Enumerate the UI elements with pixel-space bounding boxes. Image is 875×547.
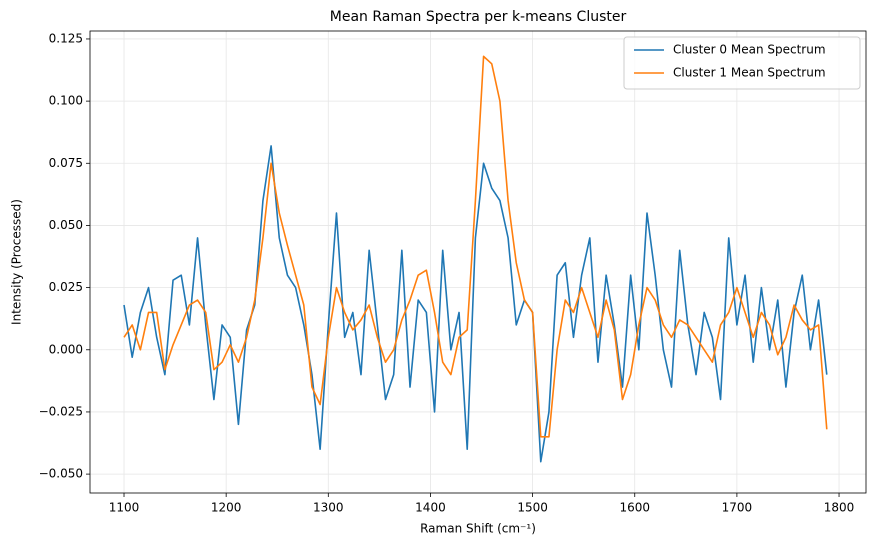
x-tick-label: 1600 (619, 501, 650, 515)
x-tick-label: 1300 (313, 501, 344, 515)
x-tick-label: 1400 (415, 501, 446, 515)
y-tick-label: 0.100 (49, 94, 83, 108)
legend-box (623, 36, 861, 90)
y-tick-label: 0.075 (49, 156, 83, 170)
x-tick-label: 1500 (517, 501, 548, 515)
y-tick-label: 0.125 (49, 31, 83, 45)
y-tick-label: 0.000 (49, 342, 83, 356)
y-tick-label: 0.050 (49, 218, 83, 232)
y-tick-label: 0.025 (49, 280, 83, 294)
y-tick-label: −0.050 (39, 467, 83, 481)
x-tick-label: 1700 (722, 501, 753, 515)
plot-frame (89, 30, 867, 494)
y-axis-label: Intensity (Processed) (10, 199, 24, 325)
chart-title: Mean Raman Spectra per k-means Cluster (330, 9, 627, 25)
x-tick-label: 1100 (109, 501, 140, 515)
x-tick-label: 1200 (211, 501, 242, 515)
series-line (123, 55, 828, 438)
x-axis-label: Raman Shift (cm⁻¹) (420, 522, 536, 536)
legend-label: Cluster 1 Mean Spectrum (673, 66, 826, 80)
x-tick-label: 1800 (824, 501, 855, 515)
legend-label: Cluster 0 Mean Spectrum (673, 43, 826, 57)
y-tick-label: −0.025 (39, 404, 83, 418)
series-line (123, 145, 828, 463)
